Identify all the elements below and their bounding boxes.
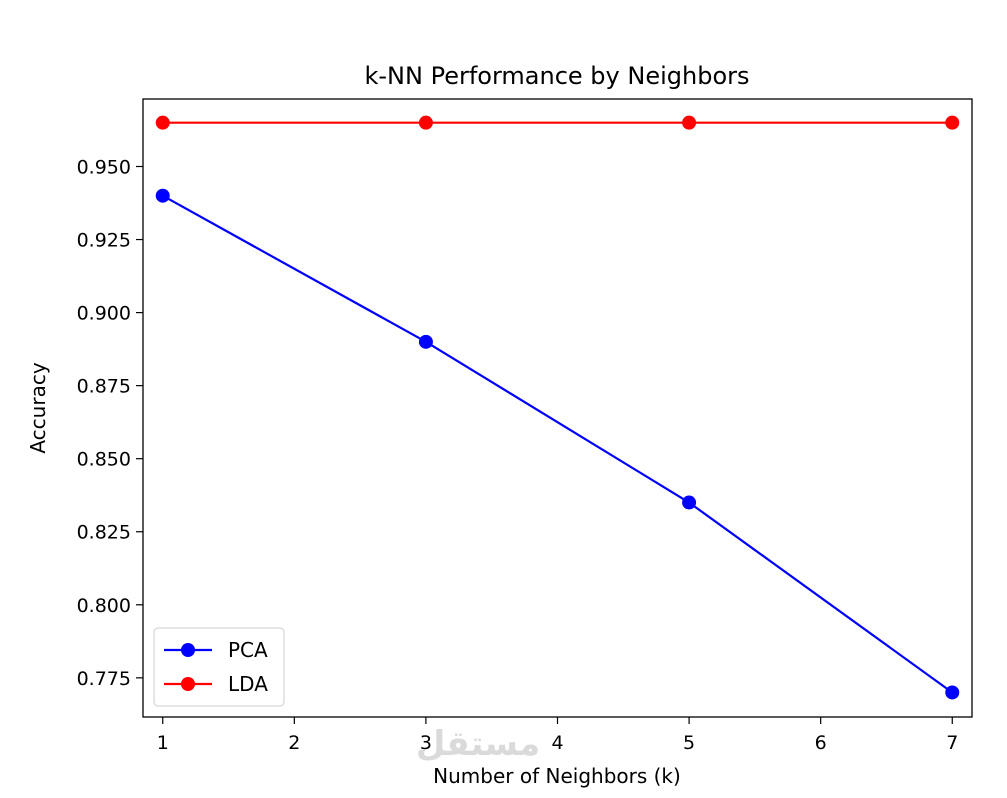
y-tick-label: 0.825 — [77, 522, 131, 544]
y-tick-label: 0.800 — [77, 595, 131, 617]
legend: PCA LDA — [153, 627, 285, 707]
legend-marker-lda — [181, 677, 195, 691]
x-tick-label: 4 — [551, 732, 563, 754]
data-point-pca — [418, 334, 433, 349]
x-tick-label: 7 — [946, 732, 958, 754]
legend-label-pca: PCA — [228, 638, 268, 662]
data-point-pca — [682, 495, 697, 510]
x-tick-label: 5 — [683, 732, 695, 754]
series — [155, 115, 960, 700]
y-tick-label: 0.900 — [77, 303, 131, 325]
y-tick-label: 0.875 — [77, 376, 131, 398]
plot-frame — [142, 98, 973, 718]
y-tick-label: 0.850 — [77, 449, 131, 471]
series-line-pca — [162, 194, 953, 694]
watermark: مستقل — [416, 724, 540, 764]
legend-label-lda: LDA — [228, 672, 268, 696]
data-point-lda — [155, 115, 170, 130]
x-tick-label: 2 — [288, 732, 300, 754]
data-point-lda — [682, 115, 697, 130]
ticks: 1 2 3 4 5 6 7 0.775 0.800 0.825 0.850 0.875 0.900 0.9… — [77, 156, 959, 754]
data-point-pca — [945, 685, 960, 700]
x-tick-label: 1 — [157, 732, 169, 754]
y-tick-label: 0.925 — [77, 230, 131, 252]
data-point-lda — [418, 115, 433, 130]
x-axis-label: Number of Neighbors (k) — [433, 764, 681, 788]
y-axis-label: Accuracy — [26, 362, 50, 453]
x-tick-label: 6 — [815, 732, 827, 754]
legend-marker-pca — [181, 643, 195, 657]
data-point-lda — [945, 115, 960, 130]
y-tick-label: 0.950 — [77, 156, 131, 178]
chart-title: k-NN Performance by Neighbors — [365, 62, 750, 90]
x-tick-label: 3 — [420, 732, 432, 754]
y-tick-label: 0.775 — [77, 668, 131, 690]
data-point-pca — [155, 188, 170, 203]
